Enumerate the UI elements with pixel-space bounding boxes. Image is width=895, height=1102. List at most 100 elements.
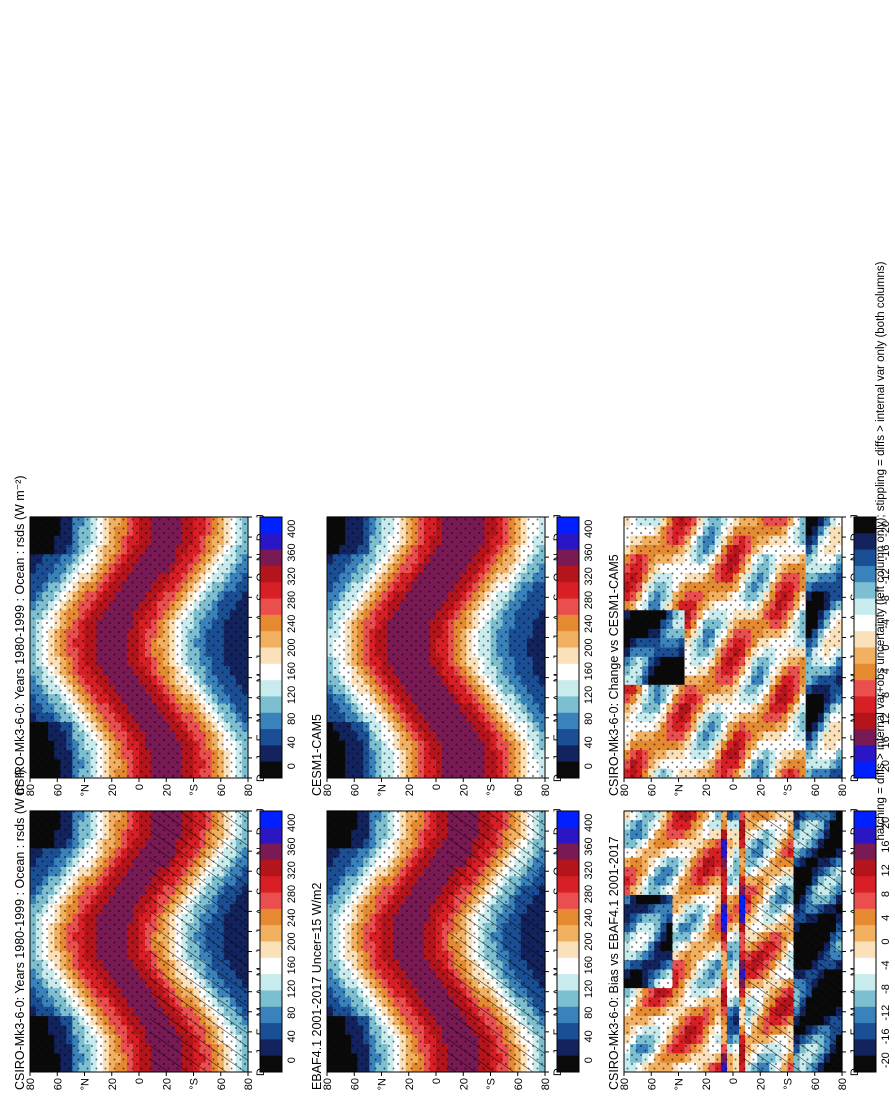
y-tick-label: 60 [216,1078,228,1090]
colorbar-label: -16 [880,1028,892,1044]
colorbar-swatch [854,1006,876,1024]
colorbar-swatch [854,1038,876,1056]
colorbar-swatch [854,989,876,1007]
colorbar-swatch [854,826,876,844]
y-tick-label: 60 [646,1078,658,1090]
colorbar-swatch [260,679,282,697]
colorbar-swatch [557,859,579,877]
colorbar-label: 160 [286,662,298,680]
colorbar-swatch [260,598,282,615]
colorbar-label: 80 [286,713,298,725]
colorbar-label: 160 [583,956,595,974]
colorbar-swatch [557,957,579,975]
colorbar-swatch [854,973,876,991]
colorbar-swatch [854,1055,876,1072]
colorbar-swatch [854,892,876,909]
y-tick-label: 20 [107,784,119,796]
hatching [149,811,248,1072]
colorbar-label: 400 [583,814,595,832]
colorbar-label: -12 [880,1005,892,1021]
colorbar-label: 0 [286,763,298,769]
y-tick-label: °S [783,1078,795,1090]
y-tick-label: 60 [810,1078,822,1090]
colorbar-label: 240 [286,615,298,633]
colorbar-swatch [557,908,579,926]
colorbar-label: 0 [286,1057,298,1063]
y-tick-label: 60 [52,784,64,796]
colorbar-swatch [260,1038,282,1056]
colorbar-label: 120 [583,980,595,998]
colorbar-label: 360 [286,543,298,561]
colorbar-label: 240 [286,909,298,927]
colorbar-label: 4 [880,915,892,921]
colorbar-label: 200 [286,932,298,950]
colorbar-label: 40 [286,1030,298,1042]
y-tick-label: 0 [728,1078,740,1084]
colorbar-label: 8 [880,891,892,897]
colorbar-label: 12 [880,864,892,876]
chart-title: CSIRO-Mk3-6-0: Years 1980-1999 : Ocean :… [13,769,27,1090]
colorbar-swatch [260,908,282,926]
colorbar-label: 400 [286,520,298,538]
colorbar-swatch [854,810,876,828]
colorbar-swatch [260,1022,282,1040]
chart-panel: CSIRO-Mk3-6-0: Years 1980-1999 : Ocean :… [13,475,298,796]
chart-title: CSIRO-Mk3-6-0: Bias vs EBAF4.1 2001-2017 [607,836,621,1090]
y-tick-label: 60 [216,784,228,796]
y-tick-label: 0 [431,1078,443,1084]
y-tick-label: 60 [349,1078,361,1090]
colorbar-swatch [260,761,282,778]
y-tick-label: 80 [837,1078,849,1090]
colorbar-swatch [260,859,282,877]
y-tick-label: 20 [755,1078,767,1090]
colorbar-frame [259,810,283,1073]
hatching [446,811,545,1072]
colorbar-swatch [260,941,282,958]
hatching [743,811,843,1072]
colorbar-swatch [260,630,282,648]
colorbar-swatch [260,532,282,550]
colorbar-swatch [260,957,282,975]
colorbar-swatch [854,957,876,975]
y-tick-label: °N [674,1078,686,1090]
y-tick-label: 60 [513,1078,525,1090]
y-tick-label: 20 [161,1078,173,1090]
colorbar-label: 360 [286,837,298,855]
colorbar-swatch [260,826,282,844]
chart-panel: CSIRO-Mk3-6-0: Years 1980-1999 : Ocean :… [13,769,298,1090]
colorbar-label: 320 [286,861,298,879]
colorbar-swatch [557,826,579,844]
y-tick-label: 20 [404,1078,416,1090]
colorbar-label: 80 [583,1007,595,1019]
colorbar-label: 120 [286,686,298,704]
colorbar-swatch [260,614,282,632]
stippling [30,517,248,778]
colorbar-label: 0 [880,938,892,944]
y-tick-label: 0 [134,1078,146,1084]
colorbar-label: 40 [583,1030,595,1042]
colorbar-swatch [557,1038,579,1056]
colorbar-label: 200 [583,932,595,950]
colorbar-swatch [260,663,282,681]
colorbar-swatch [854,1022,876,1040]
y-tick-label: 80 [619,1078,631,1090]
colorbar-swatch [854,843,876,860]
colorbar-swatch [260,565,282,583]
colorbar-swatch [854,924,876,942]
y-tick-label: 80 [322,1078,334,1090]
y-tick-label: 80 [25,1078,37,1090]
y-tick-label: 20 [701,1078,713,1090]
colorbar-swatch [260,549,282,566]
colorbar-swatch [260,516,282,534]
y-tick-label: 20 [161,784,173,796]
chart-title: CSIRO-Mk3-6-0: Years 1980-1999 : Ocean :… [13,475,27,796]
colorbar-label: -8 [880,984,892,994]
chart-title: EBAF4.1 2001-2017 Uncer=15 W/m2 [310,883,324,1090]
colorbar-swatch [260,1006,282,1024]
colorbar-swatch [260,973,282,991]
y-tick-label: 20 [107,1078,119,1090]
